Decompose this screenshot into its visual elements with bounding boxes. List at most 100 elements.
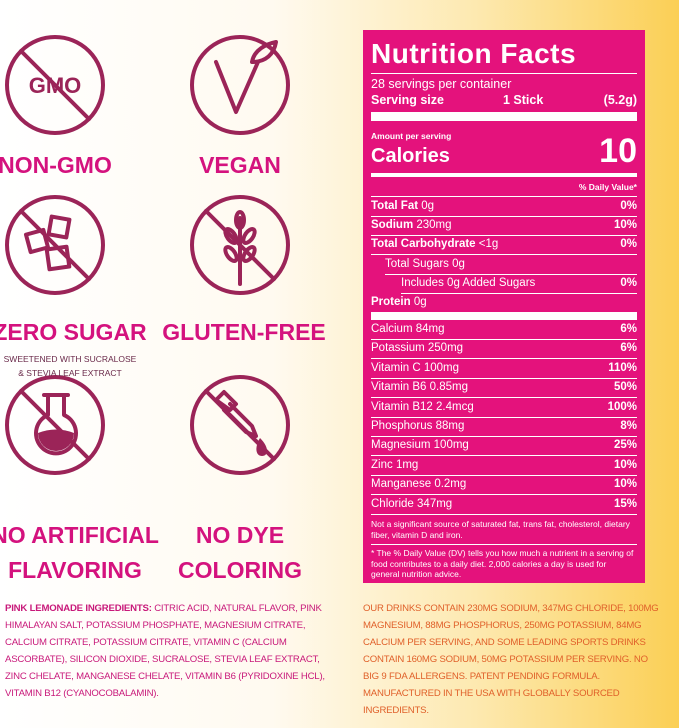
nutrient-dv: 0% [620,200,637,212]
nutrient-dv: 0% [620,276,637,289]
nutrient-name: Vitamin C [371,361,421,374]
icon-zero-sugar [5,195,105,295]
serving-size-label: Serving size [371,93,444,107]
badge-label: NO ARTIFICIAL [0,522,159,548]
thick-rule [371,312,637,320]
serving-size-weight: (5.2g) [603,93,637,107]
rule [371,73,637,74]
nutrient-amount: 1mg [395,458,419,471]
nutrient-name: Vitamin B6 [371,381,427,394]
nutrient-amount: 0g [452,257,465,270]
nutrient-dv: 6% [620,342,637,355]
nutrient-dv: 25% [613,439,637,452]
badge-label: GLUTEN-FREE [162,319,326,345]
nutrient-amount: 88mg [435,420,465,432]
nutrient-amount: 100mg [433,439,469,452]
rule [371,544,637,545]
ingredients-label: PINK LEMONADE INGREDIENTS: [5,603,152,614]
icon-no-artificial [5,375,105,475]
nutrient-name: Manganese [371,478,432,491]
calories-value: 10 [599,132,637,170]
nutrient-dv: 10% [613,458,637,471]
nf-title: Nutrition Facts [371,38,577,69]
nutrient-amount: 0.85mg [429,381,468,394]
nutrient-name: Sodium [371,219,414,232]
nutrient-amount: 230mg [416,219,452,232]
footnote: * The % Daily Value (DV) tells you how m… [371,548,634,579]
nf-row: Vitamin B12 2.4mcg 100% [371,398,637,418]
nutrient-name: Zinc [371,458,393,471]
badges: GMO NON-GMO VEGAN ZERO SUGAR SWEETENED W… [0,35,326,583]
servings: 28 servings per container [371,77,512,91]
nutrient-amount: 84mg [415,323,445,335]
nutrient-name: Magnesium [371,439,431,452]
badge-label: NON-GMO [0,152,112,178]
claims: OUR DRINKS CONTAIN 230MG SODIUM, 347MG C… [363,603,659,716]
dv-header: % Daily Value* [578,182,637,192]
badge-label: ZERO SUGAR [0,319,147,345]
medium-rule [371,173,637,177]
nf-row: Includes 0g Added Sugars 0% [401,274,637,294]
nutrient-dv: 10% [613,219,637,232]
nf-row: Zinc 1mg 10% [371,456,637,476]
ingredients-text: CITRIC ACID, NATURAL FLAVOR, PINK HIMALA… [5,603,325,699]
nf-row: Protein 0g [371,293,637,313]
nutrient-name: Protein [371,296,411,308]
badge-label: NO DYE [196,522,284,548]
amount-per-serving: Amount per serving [371,131,452,141]
rule [371,196,637,197]
nutrient-dv: 15% [613,497,637,510]
icon-non-gmo: GMO [5,35,105,135]
nutrient-name: Includes [401,276,444,289]
nutrient-amount: 100mg [423,361,460,374]
nutrient-amount: 0g [421,200,435,212]
nutrient-name: Calcium [371,323,413,335]
nf-row: Calcium 84mg 6% [371,320,637,340]
ingredients: PINK LEMONADE INGREDIENTS: CITRIC ACID, … [5,600,335,702]
nutrient-name: Vitamin B12 [371,400,433,413]
nutrient-dv: 50% [613,381,637,394]
badge-sublabel: SWEETENED WITH SUCRALOSE [4,354,137,364]
nf-row: Sodium 230mg 10% [371,216,637,237]
nutrient-dv: 100% [607,400,637,413]
nutrient-amount: 2.4mcg [436,400,474,413]
nutrient-amount: 347mg [417,497,453,510]
badge-sublabel: & STEVIA LEAF EXTRACT [18,368,121,378]
nutrition-facts: Nutrition Facts 28 servings per containe… [363,30,645,583]
nutrient-dv: 10% [613,478,637,491]
badge-label: FLAVORING [8,557,142,583]
footnote: Not a significant source of saturated fa… [371,519,630,540]
serving-size-value: 1 Stick [503,93,544,107]
nf-row: Phosphorus 88mg 8% [371,417,637,437]
icon-text: GMO [29,73,82,98]
nf-row: Manganese 0.2mg 10% [371,475,637,496]
badge-label: COLORING [178,557,302,583]
nf-row: Magnesium 100mg 25% [371,436,637,457]
nf-row: Vitamin B6 0.85mg 50% [371,378,637,399]
nutrient-dv: 8% [620,420,637,432]
nutrient-name: Potassium [371,342,425,355]
icon-gluten-free [190,195,290,295]
nf-row: Potassium 250mg 6% [371,339,637,360]
nutrient-amount: <1g [478,238,499,251]
icon-vegan [190,35,290,135]
nf-row: Vitamin C 100mg 110% [371,359,637,379]
nutrient-amount: 0g Added Sugars [447,276,536,289]
icon-no-dye [190,375,290,475]
nutrient-name: Total Fat [371,200,419,212]
nf-row: Total Sugars 0g [385,255,637,275]
nf-row: Chloride 347mg 15% [371,495,637,515]
nutrient-name: Phosphorus [371,420,433,432]
nutrient-dv: 110% [608,361,637,374]
calories-label: Calories [371,145,450,167]
nutrient-name: Chloride [371,497,414,510]
nutrient-amount: 0.2mg [434,478,467,491]
thick-rule [371,112,637,121]
badge-label: VEGAN [199,152,281,178]
nutrient-name: Total Carbohydrate [371,238,476,251]
nf-row: Total Fat 0g 0% [371,197,637,217]
nutrient-dv: 6% [620,323,637,335]
nutrient-amount: 0g [413,296,427,308]
nutrient-name: Total Sugars [385,257,449,270]
